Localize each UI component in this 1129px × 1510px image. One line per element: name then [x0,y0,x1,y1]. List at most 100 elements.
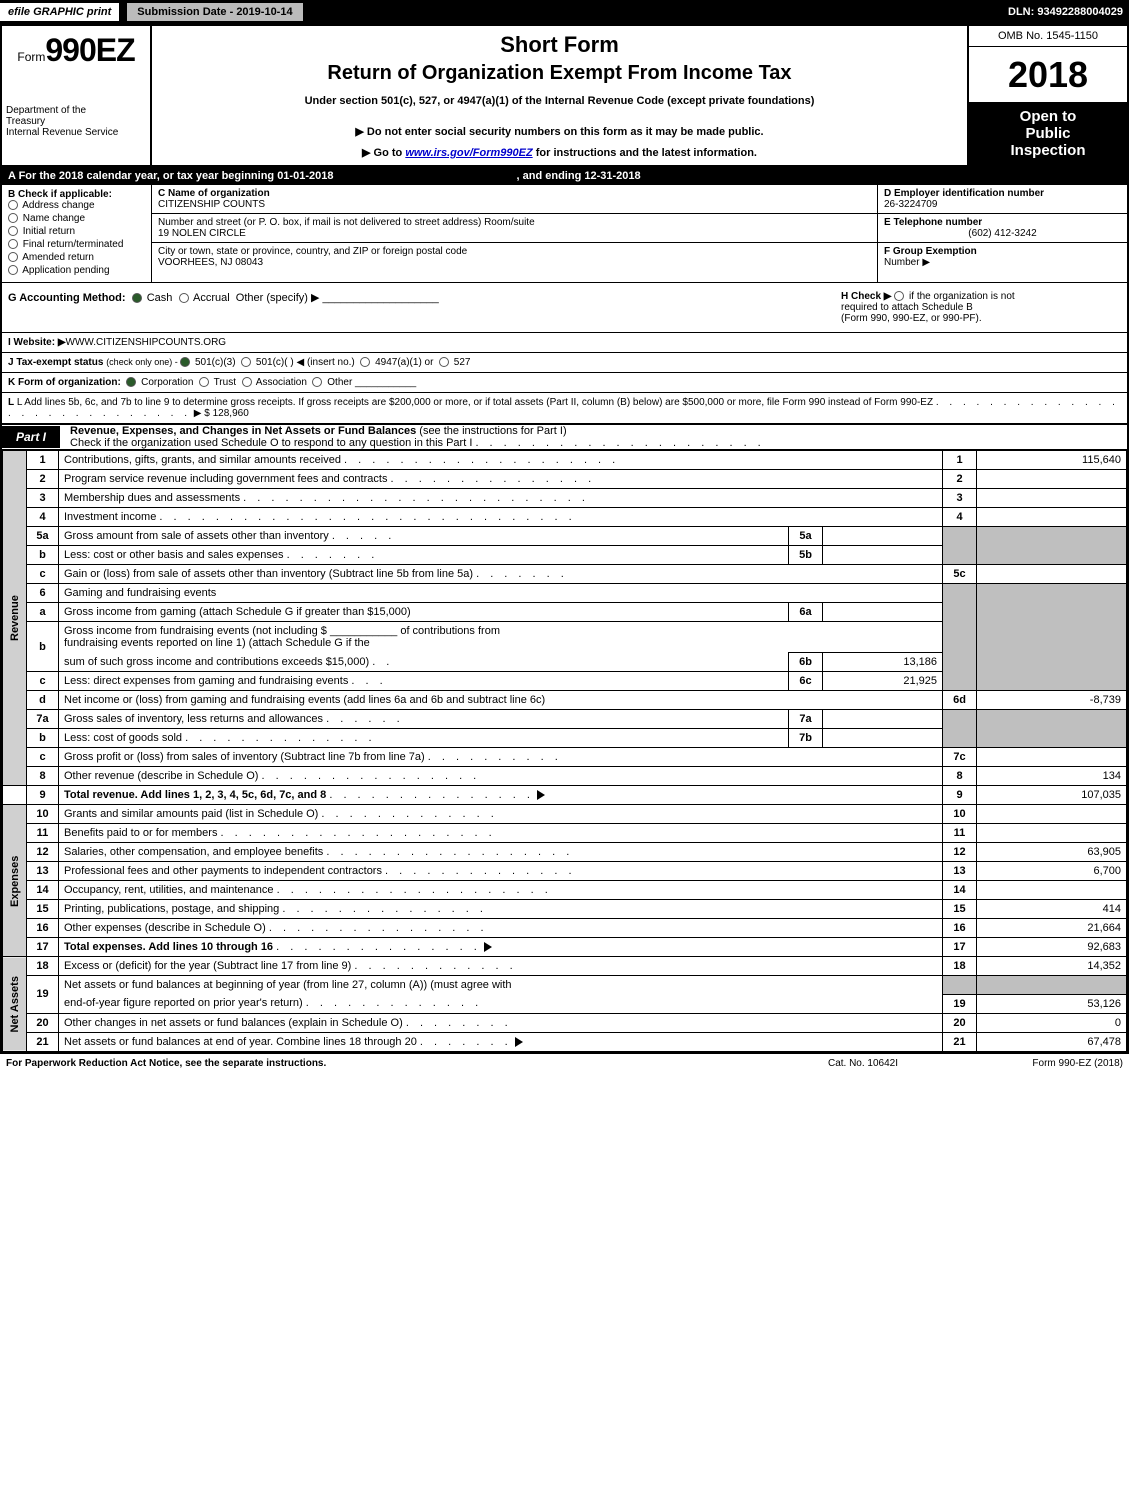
c-label: C Name of organization [158,188,270,199]
shaded-cell [943,584,977,691]
line-desc: Salaries, other compensation, and employ… [64,846,323,858]
minibox-label: 5b [789,546,823,565]
radio-trust-icon[interactable] [199,377,209,387]
radio-h-icon[interactable] [894,291,904,301]
radio-527-icon[interactable] [439,357,449,367]
radio-501c-icon[interactable] [241,357,251,367]
line-amount: -8,739 [977,691,1127,710]
checkbox-icon[interactable] [8,239,18,249]
line-box: 15 [943,900,977,919]
line-desc: Less: cost or other basis and sales expe… [64,549,284,561]
part1-sub: (see the instructions for Part I) [419,425,566,437]
checkbox-icon[interactable] [8,265,18,275]
website: WWW.CITIZENSHIPCOUNTS.ORG [66,337,227,348]
minibox-label: 7a [789,710,823,729]
g-other: Other (specify) ▶ [236,292,320,304]
radio-accrual-icon[interactable] [179,293,189,303]
dln: DLN: 93492288004029 [1008,6,1129,18]
line-box: 11 [943,824,977,843]
line-amount: 134 [977,767,1127,786]
j-label: J Tax-exempt status [8,357,103,368]
line-desc: Gross amount from sale of assets other t… [64,530,329,542]
line-num: 21 [27,1032,59,1051]
radio-4947-icon[interactable] [360,357,370,367]
line-amount: 115,640 [977,451,1127,470]
part1-title-wrap: Revenue, Expenses, and Changes in Net As… [60,425,1127,449]
checkbox-icon[interactable] [8,200,18,210]
line-desc: Gross income from gaming (attach Schedul… [64,606,411,618]
minibox-label: 7b [789,729,823,748]
row-h: H Check ▶ if the organization is not req… [841,291,1121,324]
shaded-cell [943,976,977,995]
header-left: Form990EZ Department of the Treasury Int… [2,26,152,165]
line-desc: Gaming and fundraising events [64,587,216,599]
h-l3: required to attach Schedule B [841,302,973,313]
line-desc4: sum of such gross income and contributio… [64,656,369,668]
checkbox-icon[interactable] [8,213,18,223]
form-container: Form990EZ Department of the Treasury Int… [0,24,1129,1054]
line-box: 13 [943,862,977,881]
line-num: 2 [27,470,59,489]
line-desc: Other changes in net assets or fund bala… [64,1017,403,1029]
h-l1: H Check ▶ [841,291,891,302]
lines-table: Revenue 1 Contributions, gifts, grants, … [2,450,1127,1052]
d-label: D Employer identification number [884,188,1044,199]
checkbox-icon[interactable] [8,252,18,262]
irs-link[interactable]: www.irs.gov/Form990EZ [405,147,532,159]
minibox-value [823,710,943,729]
line-box: 1 [943,451,977,470]
efile-print-label[interactable]: efile GRAPHIC print [0,3,119,21]
shaded-cell [977,710,1127,748]
row-a: A For the 2018 calendar year, or tax yea… [2,167,1127,185]
line-desc: Professional fees and other payments to … [64,865,382,877]
row-j: J Tax-exempt status (check only one) - 5… [2,353,1127,373]
city-label: City or town, state or province, country… [158,246,467,257]
checkbox-icon[interactable] [8,226,18,236]
line-desc: Net assets or fund balances at end of ye… [64,1036,417,1048]
line-desc3: fundraising events reported on line 1) (… [64,637,370,649]
radio-501c3-icon[interactable] [180,357,190,367]
line-box: 16 [943,919,977,938]
line-desc: Net assets or fund balances at beginning… [64,979,512,991]
inspect-l1: Open to [971,108,1125,125]
line-desc: Investment income [64,511,156,523]
minibox-value [823,527,943,546]
j-sub: (check only one) - [106,357,180,367]
shaded-cell [943,710,977,748]
line-box: 2 [943,470,977,489]
chk-app-pending: Application pending [22,265,109,276]
part1-title: Revenue, Expenses, and Changes in Net As… [70,425,416,437]
l-val: ▶ $ 128,960 [194,408,249,419]
radio-corp-icon[interactable] [126,377,136,387]
minibox-label: 6c [789,672,823,691]
addr-label: Number and street (or P. O. box, if mail… [158,217,535,228]
radio-assoc-icon[interactable] [242,377,252,387]
line-amount: 14,352 [977,957,1127,976]
header-right: OMB No. 1545-1150 2018 Open to Public In… [967,26,1127,165]
city-state-zip: VOORHEES, NJ 08043 [158,257,263,268]
chk-final-return: Final return/terminated [23,239,124,250]
radio-cash-icon[interactable] [132,293,142,303]
line-desc: Gain or (loss) from sale of assets other… [64,568,473,580]
line-desc: Gross income from fundraising events (no… [64,625,327,637]
line-num: b [27,546,59,565]
minibox-label: 6a [789,603,823,622]
tax-year: 2018 [969,47,1127,102]
line-num: 8 [27,767,59,786]
goto-pre: ▶ Go to [362,147,405,159]
inspection-badge: Open to Public Inspection [969,102,1127,165]
line-desc: Total revenue. Add lines 1, 2, 3, 4, 5c,… [64,789,326,801]
radio-other-icon[interactable] [312,377,322,387]
line-amount: 92,683 [977,938,1127,957]
line-num: 19 [27,976,59,1014]
under-section: Under section 501(c), 527, or 4947(a)(1)… [162,95,957,107]
line-num: 10 [27,805,59,824]
line-amount: 21,664 [977,919,1127,938]
row-l: L L Add lines 5b, 6c, and 7b to line 9 t… [2,393,1127,425]
line-num: 12 [27,843,59,862]
footer: For Paperwork Reduction Act Notice, see … [0,1054,1129,1073]
line-num: 14 [27,881,59,900]
line-desc2: of contributions from [400,625,500,637]
line-box: 19 [943,994,977,1013]
line-box: 7c [943,748,977,767]
